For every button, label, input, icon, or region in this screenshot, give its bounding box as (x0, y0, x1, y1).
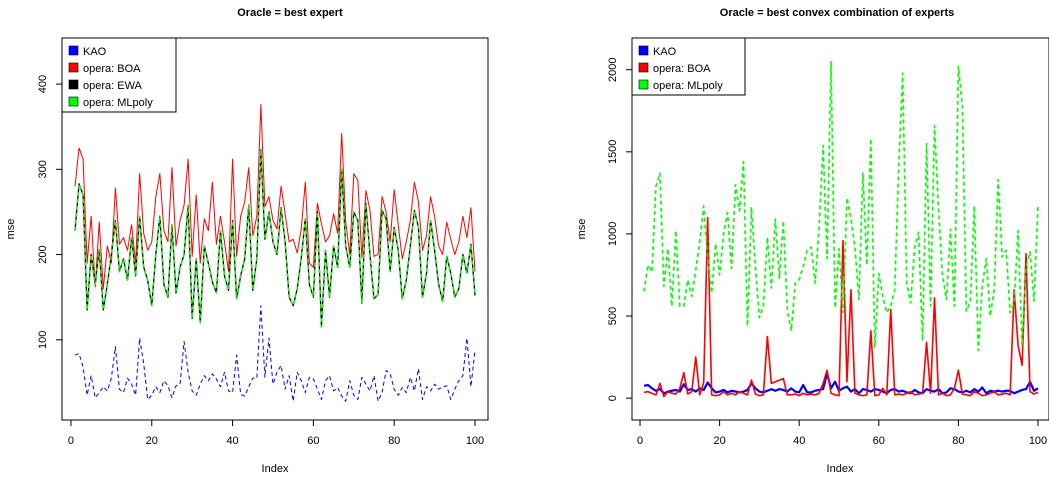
legend-label: opera: BOA (653, 63, 711, 75)
y-axis: 0 500 1000 1500 2000 (607, 57, 632, 401)
series-line-kao (643, 372, 1039, 395)
legend-label: KAO (653, 46, 677, 58)
x-axis-label: Index (262, 463, 289, 475)
series-line-opera-mlpoly (74, 149, 476, 328)
y-tick-label: 500 (607, 307, 619, 325)
legend: KAO opera: BOA opera: EWA opera: MLpoly (61, 37, 177, 113)
x-tick-label: 80 (388, 435, 400, 447)
legend-label: KAO (83, 46, 107, 58)
series-line-opera-ewa (74, 149, 476, 328)
series-line-opera-boa (74, 104, 476, 290)
x-axis-label: Index (827, 463, 854, 475)
chart-title: Oracle = best expert (237, 7, 343, 19)
chart-title: Oracle = best convex combination of expe… (720, 7, 954, 19)
x-tick-label: 60 (873, 435, 885, 447)
x-tick-label: 40 (226, 435, 238, 447)
legend-label: opera: MLpoly (653, 80, 723, 92)
legend-swatch (638, 79, 649, 90)
plot-frame (61, 37, 489, 421)
x-tick-label: 20 (713, 435, 725, 447)
x-axis: 0 20 40 60 80 100 (68, 420, 484, 447)
legend-swatch (68, 96, 79, 107)
y-axis: 100 200 300 400 (37, 75, 62, 349)
x-tick-label: 0 (68, 435, 74, 447)
legend-label: opera: EWA (83, 80, 143, 92)
chart-left: Oracle = best expert Index mse 0 20 40 60 80… (5, 7, 489, 475)
x-axis: 0 20 40 60 80 100 (637, 420, 1047, 447)
legend: KAO opera: BOA opera: MLpoly (631, 37, 746, 96)
y-tick-label: 0 (607, 395, 619, 401)
legend-swatch (68, 45, 79, 56)
x-tick-label: 20 (146, 435, 158, 447)
x-tick-label: 60 (307, 435, 319, 447)
chart-right: Oracle = best convex combination of expe… (576, 7, 1049, 475)
x-tick-label: 100 (466, 435, 484, 447)
y-tick-label: 200 (37, 245, 49, 263)
legend-swatch (68, 62, 79, 73)
y-tick-label: 300 (37, 160, 49, 178)
x-tick-label: 40 (793, 435, 805, 447)
series-line-opera-boa (643, 216, 1039, 398)
series-group (643, 60, 1039, 398)
x-tick-label: 0 (637, 435, 643, 447)
legend-swatch (638, 62, 649, 73)
series-line-kao (74, 305, 476, 402)
x-tick-label: 80 (952, 435, 964, 447)
y-tick-label: 1500 (607, 140, 619, 164)
series-line-opera-mlpoly (643, 60, 1039, 352)
legend-swatch (638, 45, 649, 56)
plot-frame (631, 37, 1049, 421)
y-axis-label: mse (5, 219, 17, 240)
legend-box (631, 37, 746, 96)
legend-box (61, 37, 177, 113)
y-axis-label: mse (576, 219, 588, 240)
y-tick-label: 400 (37, 75, 49, 93)
y-tick-label: 2000 (607, 57, 619, 81)
y-tick-label: 1000 (607, 222, 619, 246)
series-group (74, 104, 476, 402)
legend-swatch (68, 79, 79, 90)
legend-label: opera: MLpoly (83, 97, 153, 109)
legend-label: opera: BOA (83, 63, 141, 75)
x-tick-label: 100 (1029, 435, 1047, 447)
y-tick-label: 100 (37, 331, 49, 349)
